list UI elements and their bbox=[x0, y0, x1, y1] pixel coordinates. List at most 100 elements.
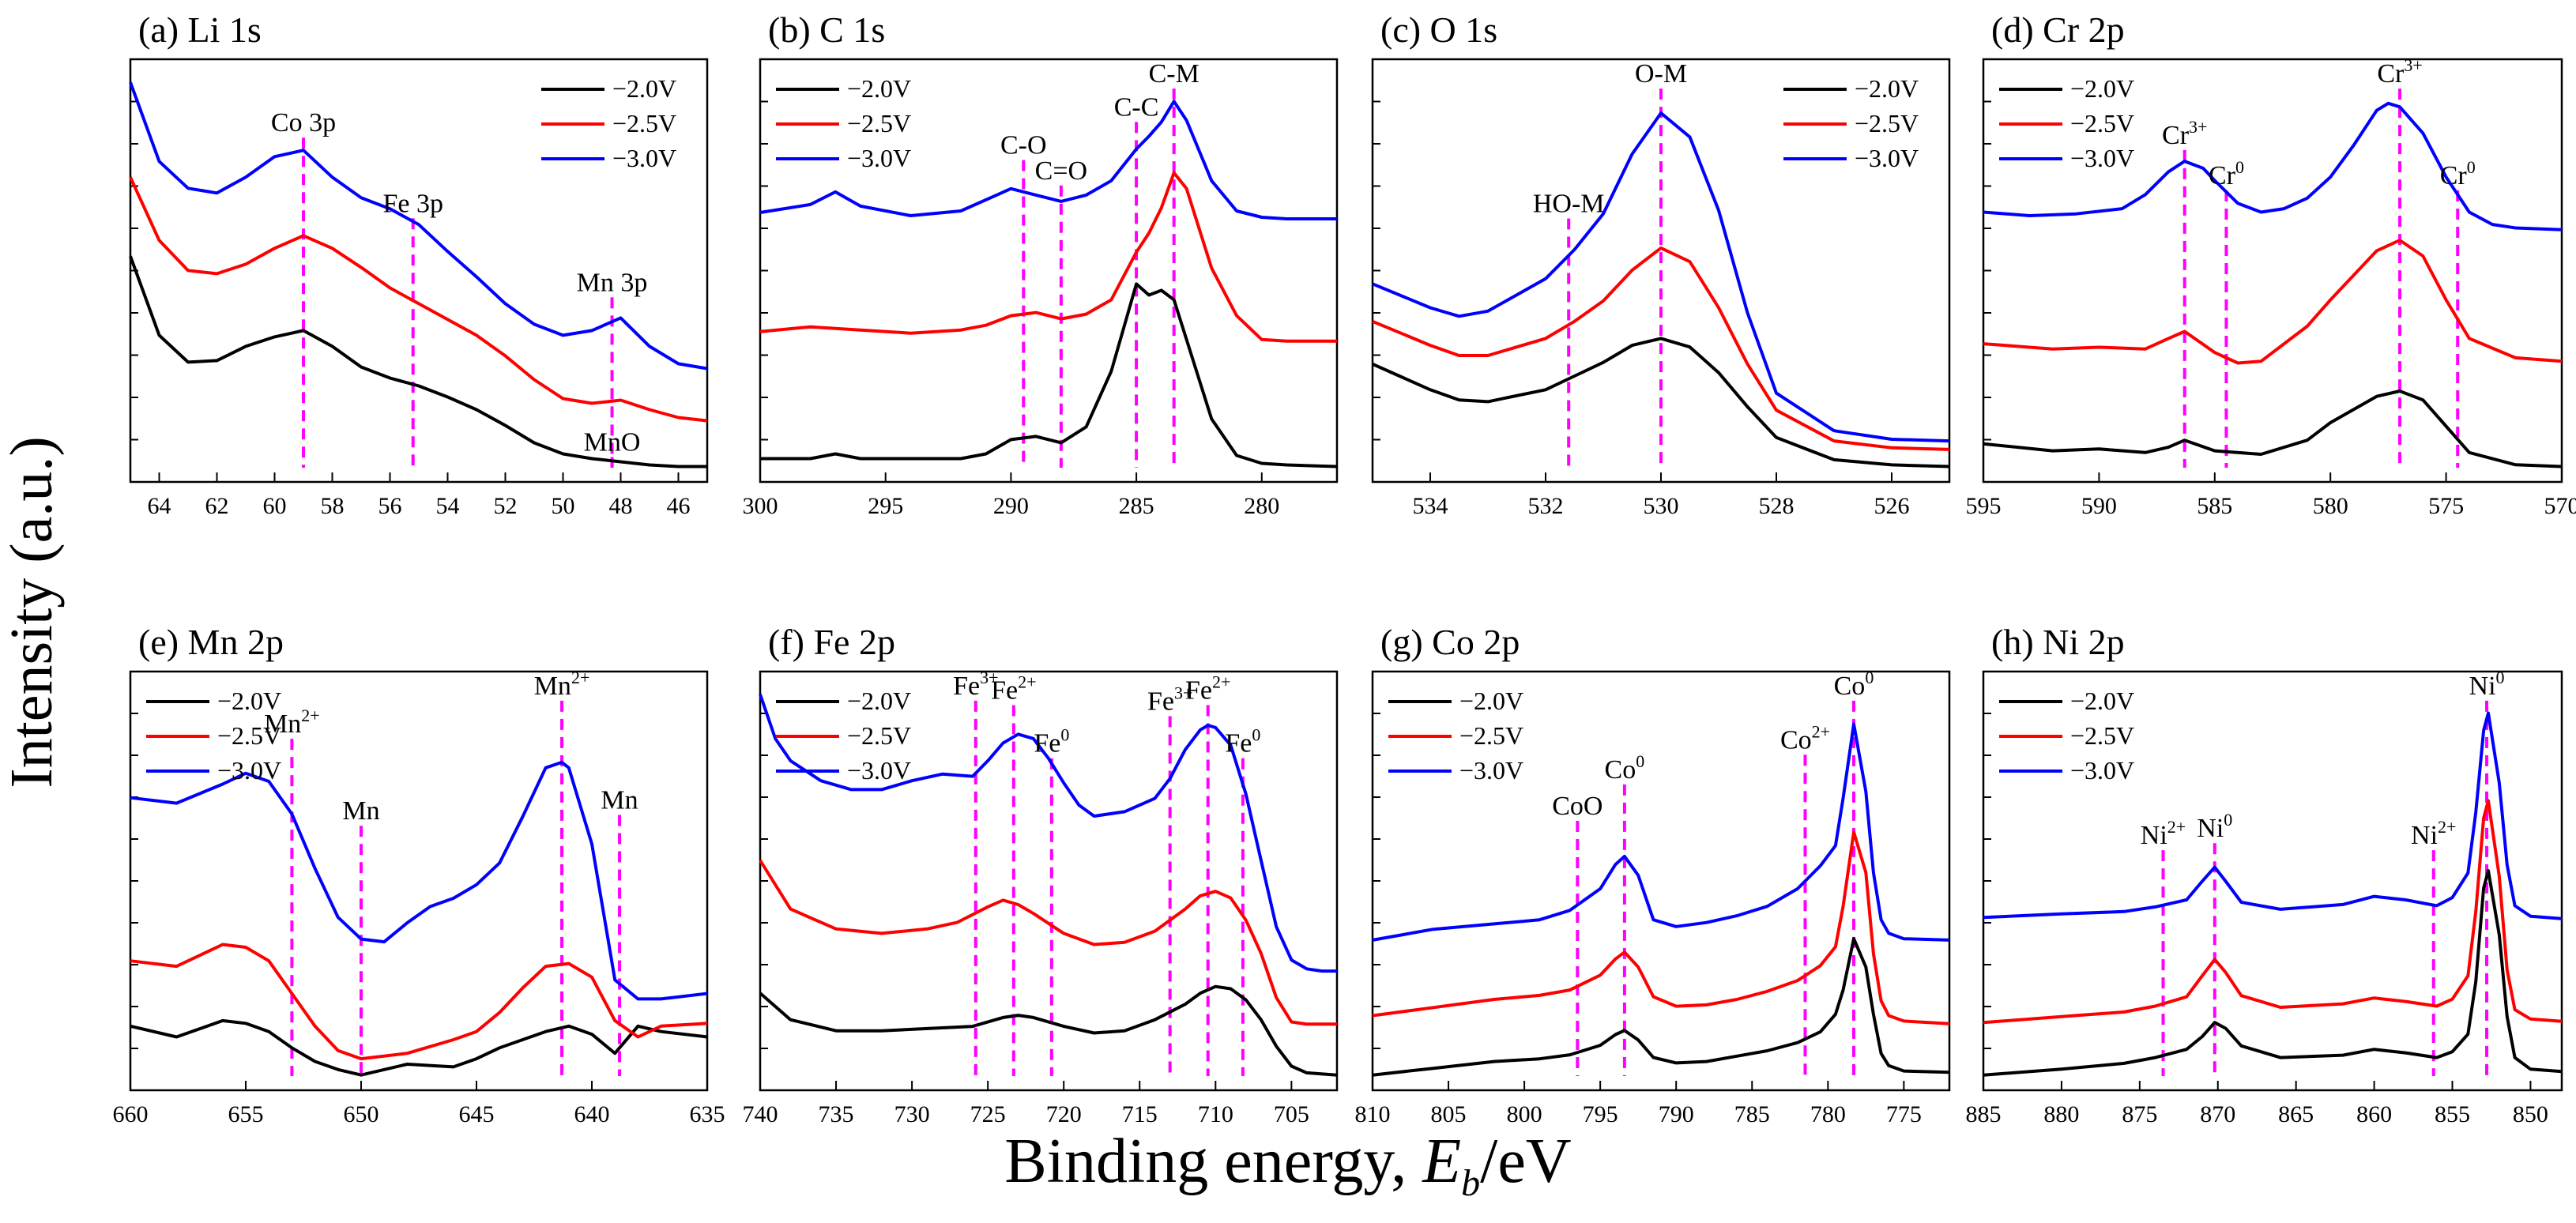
legend-label: −3.0V bbox=[612, 144, 676, 172]
panel-title: (e) Mn 2p bbox=[138, 622, 284, 662]
x-tick-label: 575 bbox=[2428, 493, 2464, 519]
x-tick-label: 60 bbox=[263, 493, 287, 519]
marker-label: C-C bbox=[1114, 92, 1159, 122]
legend-label: −2.0V bbox=[847, 74, 911, 103]
y-axis-label: Intensity (a.u.) bbox=[0, 415, 67, 810]
x-axis-label-suffix: /eV bbox=[1480, 1127, 1572, 1196]
x-tick-label: 595 bbox=[1966, 493, 2002, 519]
series-line bbox=[1983, 391, 2562, 467]
panel-title: (g) Co 2p bbox=[1380, 622, 1520, 662]
legend-label: −2.5V bbox=[612, 109, 676, 137]
panel-3: (c) O 1s 534 532 530 528 526 HO-M O-M −2.0V −2.5V… bbox=[1373, 9, 1949, 519]
x-axis-label: Binding energy, Eb/eV bbox=[0, 1122, 2576, 1201]
marker-label: O-M bbox=[1635, 59, 1687, 88]
legend-label: −2.5V bbox=[847, 109, 911, 137]
marker-label: Co2+ bbox=[1780, 721, 1830, 754]
series-line bbox=[1983, 871, 2562, 1075]
marker-label: MnO bbox=[584, 428, 641, 457]
series-line bbox=[1983, 240, 2562, 363]
series-line bbox=[760, 987, 1337, 1075]
x-axis-label-prefix: Binding energy, bbox=[1004, 1127, 1422, 1196]
x-tick-label: 590 bbox=[2081, 493, 2117, 519]
x-tick-label: 62 bbox=[205, 493, 229, 519]
legend-label: −3.0V bbox=[847, 144, 911, 172]
marker-label: Fe2+ bbox=[991, 672, 1036, 706]
legend-label: −2.5V bbox=[2070, 109, 2134, 137]
legend-label: −2.0V bbox=[847, 687, 911, 715]
marker-label: Fe2+ bbox=[1185, 672, 1230, 706]
x-axis-label-var: E bbox=[1422, 1127, 1461, 1196]
legend-label: −3.0V bbox=[1459, 756, 1523, 785]
legend-label: −3.0V bbox=[217, 756, 281, 785]
x-tick-label: 530 bbox=[1644, 493, 1679, 519]
x-tick-label: 52 bbox=[494, 493, 518, 519]
legend-label: −2.0V bbox=[1855, 74, 1919, 103]
x-tick-label: 528 bbox=[1759, 493, 1795, 519]
marker-label: Mn bbox=[601, 785, 638, 815]
legend-label: −2.5V bbox=[847, 721, 911, 750]
series-line bbox=[130, 1021, 707, 1075]
marker-label: Ni2+ bbox=[2411, 817, 2456, 850]
x-tick-label: 532 bbox=[1528, 493, 1564, 519]
x-tick-label: 526 bbox=[1874, 493, 1910, 519]
x-tick-label: 295 bbox=[868, 493, 903, 519]
legend-label: −2.5V bbox=[2070, 721, 2134, 750]
marker-label: Cr0 bbox=[2440, 157, 2476, 190]
x-tick-label: 585 bbox=[2197, 493, 2232, 519]
x-tick-label: 50 bbox=[552, 493, 575, 519]
legend-label: −2.0V bbox=[217, 687, 281, 715]
marker-label: Ni0 bbox=[2469, 668, 2505, 701]
marker-label: Fe0 bbox=[1225, 725, 1260, 758]
marker-label: Mn2+ bbox=[534, 668, 590, 701]
marker-label: Mn bbox=[342, 796, 379, 826]
legend-label: −3.0V bbox=[2070, 756, 2134, 785]
legend-label: −3.0V bbox=[2070, 144, 2134, 172]
marker-label: C-M bbox=[1149, 59, 1199, 88]
x-tick-label: 570 bbox=[2544, 493, 2576, 519]
marker-label: C=O bbox=[1035, 156, 1087, 186]
legend-label: −3.0V bbox=[1855, 144, 1919, 172]
marker-label: Ni2+ bbox=[2141, 817, 2186, 850]
x-tick-label: 64 bbox=[148, 493, 171, 519]
marker-label: Co0 bbox=[1605, 751, 1645, 785]
series-line bbox=[1373, 939, 1949, 1075]
x-tick-label: 290 bbox=[993, 493, 1029, 519]
panel-title: (d) Cr 2p bbox=[1991, 9, 2125, 50]
x-tick-label: 285 bbox=[1119, 493, 1154, 519]
marker-label: CoO bbox=[1552, 792, 1602, 821]
x-tick-label: 54 bbox=[436, 493, 460, 519]
marker-label: Cr3+ bbox=[2377, 55, 2422, 88]
panel-title: (b) C 1s bbox=[768, 9, 885, 50]
marker-label: Ni0 bbox=[2197, 810, 2232, 843]
x-tick-label: 534 bbox=[1413, 493, 1448, 519]
legend-label: −2.0V bbox=[2070, 74, 2134, 103]
series-line bbox=[760, 860, 1337, 1024]
panel-title: (f) Fe 2p bbox=[768, 622, 895, 662]
panel-title: (a) Li 1s bbox=[138, 9, 262, 50]
panel-title: (h) Ni 2p bbox=[1991, 622, 2125, 662]
x-tick-label: 580 bbox=[2313, 493, 2348, 519]
legend-label: −3.0V bbox=[847, 756, 911, 785]
marker-label: Fe0 bbox=[1034, 725, 1069, 758]
marker-label: Co0 bbox=[1834, 668, 1874, 701]
legend-label: −2.0V bbox=[1459, 687, 1523, 715]
legend-label: −2.0V bbox=[2070, 687, 2134, 715]
legend-label: −2.5V bbox=[1459, 721, 1523, 750]
panel-title: (c) O 1s bbox=[1380, 9, 1497, 50]
marker-label: Cr3+ bbox=[2162, 117, 2207, 150]
x-tick-label: 56 bbox=[378, 493, 402, 519]
legend-label: −2.5V bbox=[217, 721, 281, 750]
marker-label: Co 3p bbox=[271, 108, 336, 137]
x-tick-label: 46 bbox=[667, 493, 691, 519]
x-tick-label: 300 bbox=[743, 493, 778, 519]
legend-label: −2.5V bbox=[1855, 109, 1919, 137]
marker-label: HO-M bbox=[1533, 189, 1605, 218]
